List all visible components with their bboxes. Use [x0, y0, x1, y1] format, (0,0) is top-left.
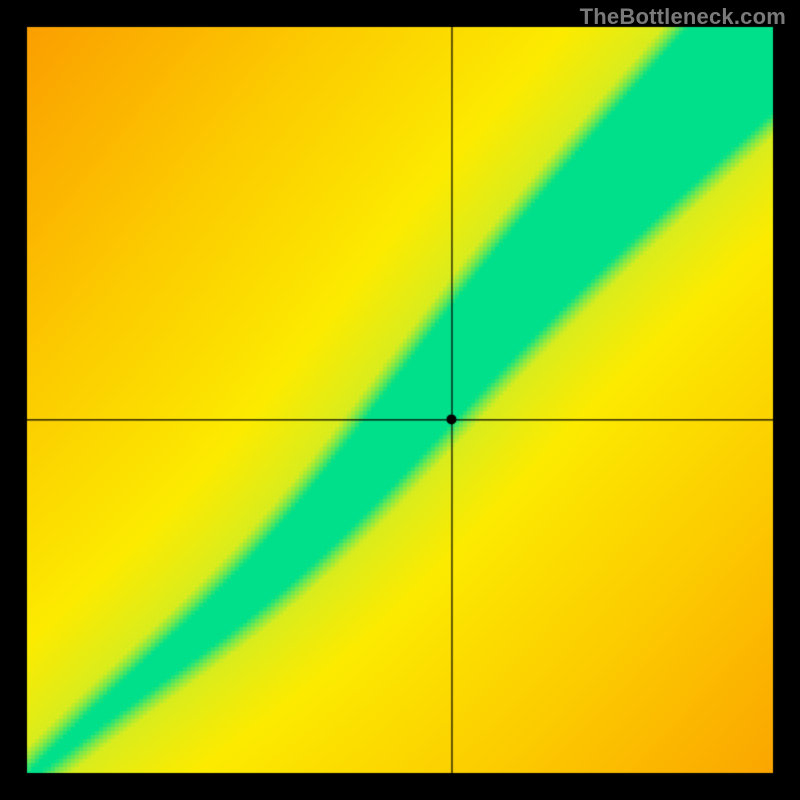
- watermark-text: TheBottleneck.com: [580, 4, 786, 30]
- bottleneck-heatmap: [0, 0, 800, 800]
- chart-container: TheBottleneck.com: [0, 0, 800, 800]
